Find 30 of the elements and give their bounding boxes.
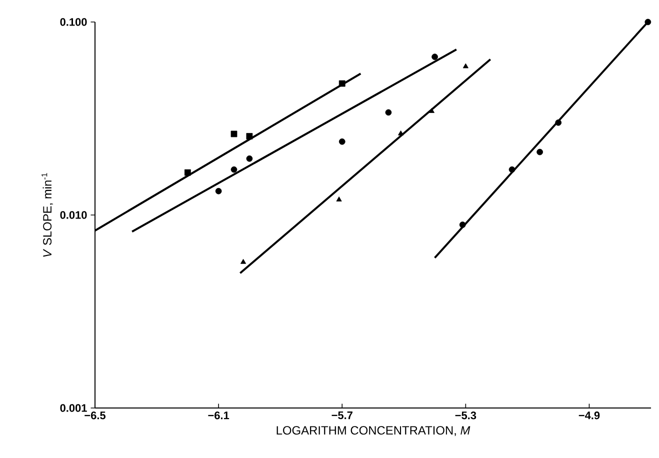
point [246, 133, 253, 140]
point [555, 119, 562, 126]
x-tick-label: −6.5 [84, 412, 106, 420]
x-axis-title: LOGARITHM CONCENTRATION, M [276, 426, 470, 436]
x-tick-label: −5.7 [332, 412, 352, 420]
point [644, 18, 652, 26]
point [536, 148, 543, 156]
point [385, 109, 392, 116]
point [246, 155, 253, 162]
y-tick-label: 0.001 [60, 404, 87, 412]
y-tick-label: 0.010 [60, 211, 87, 219]
y-tick-label: 0.100 [60, 18, 87, 26]
point [240, 258, 246, 264]
point [508, 166, 516, 173]
point [215, 188, 222, 194]
point [428, 108, 434, 113]
point [459, 222, 466, 228]
point [338, 138, 346, 145]
y-axis-title: V SLOPE, min$^{-1}$ [42, 173, 53, 257]
point [462, 63, 468, 68]
point [338, 80, 346, 87]
point [230, 166, 238, 173]
point [398, 130, 404, 136]
point [336, 196, 342, 202]
x-tick-label: −6.1 [208, 412, 230, 420]
point [230, 130, 238, 138]
point [432, 54, 438, 60]
x-tick-label: −5.3 [455, 412, 476, 420]
point [184, 169, 191, 176]
x-tick-label: −4.9 [578, 412, 600, 420]
